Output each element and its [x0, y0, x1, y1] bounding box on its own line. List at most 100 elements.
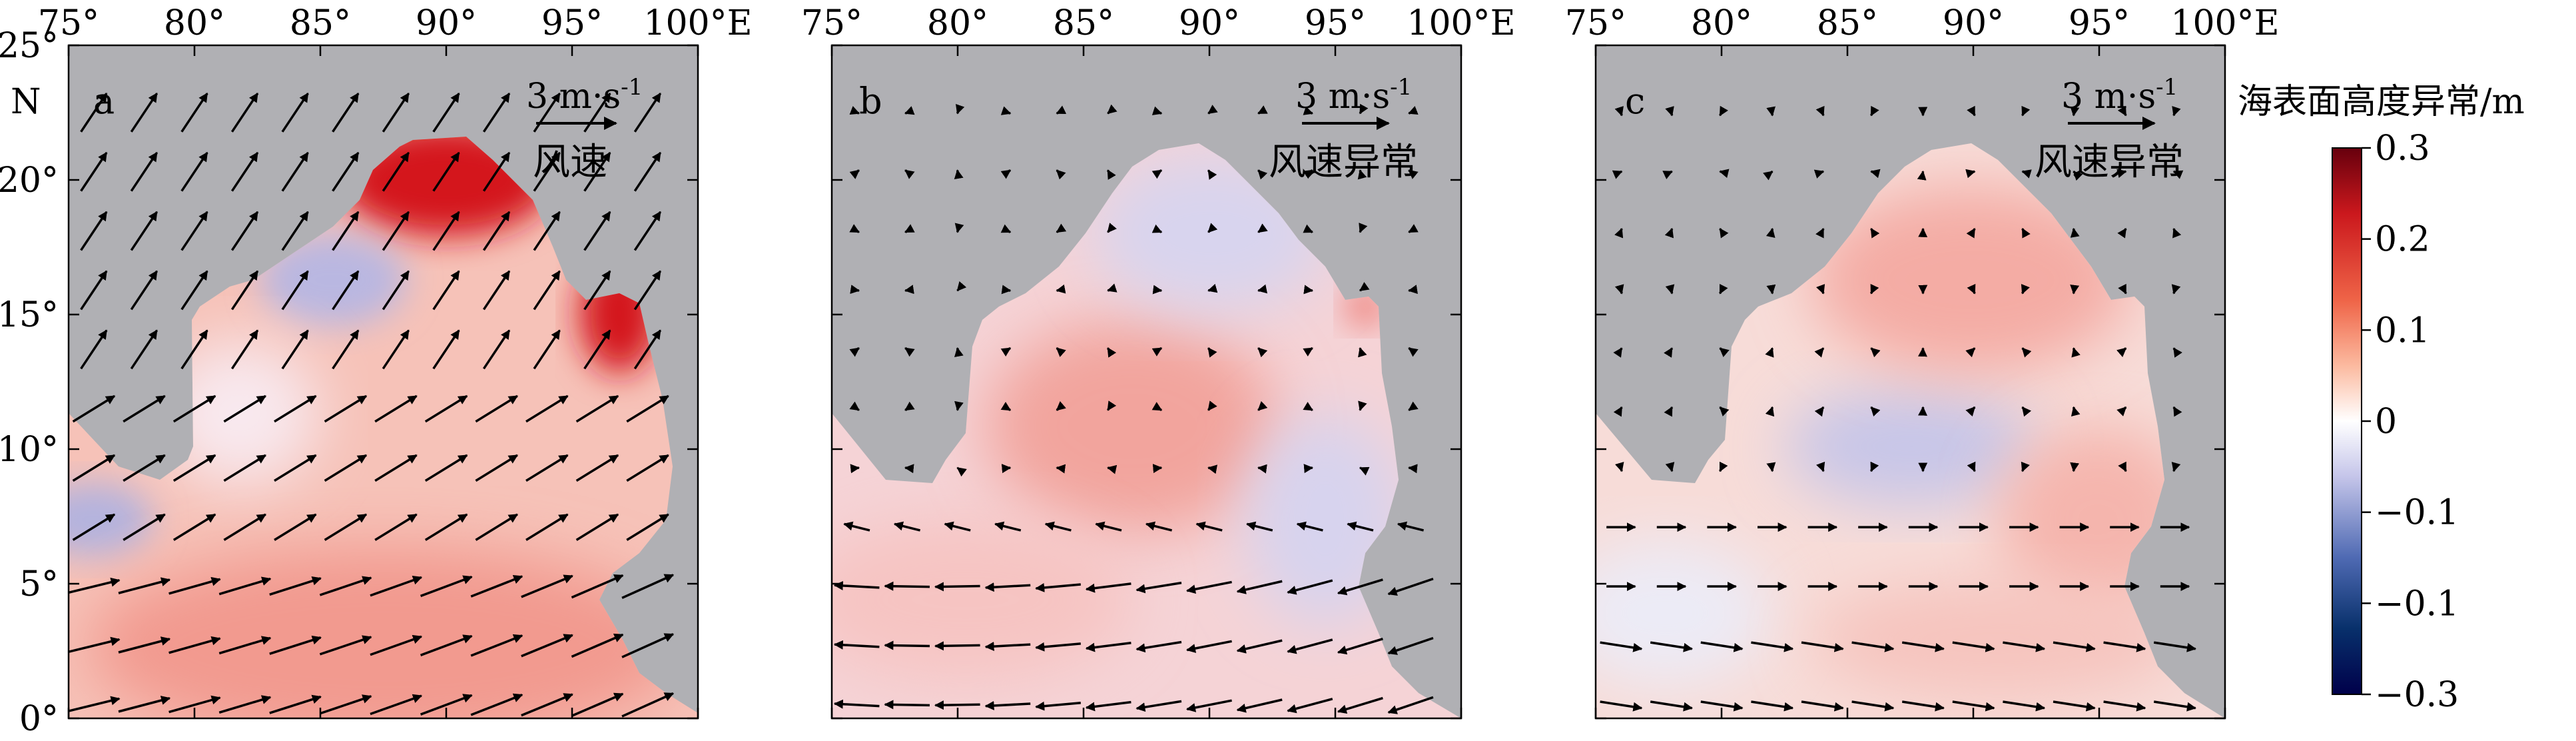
wind-vector: [934, 700, 980, 710]
wind-vector: [432, 270, 460, 311]
wind-vector: [1815, 284, 1825, 295]
wind-vector: [1095, 521, 1122, 532]
wind-vector: [475, 394, 518, 423]
wind-vector: [1207, 169, 1217, 180]
wind-vector: [1151, 402, 1163, 412]
wind-vector: [1965, 169, 1976, 179]
wind-vector: [833, 640, 880, 650]
wind-vector: [1397, 521, 1425, 532]
wind-vector: [1257, 223, 1268, 233]
wind-vector: [2118, 461, 2127, 472]
panel-b: 3 m·s-1 风速异常 b 75° 80° 85° 90° 95° 100°E: [801, 3, 1516, 720]
wind-vector: [1207, 347, 1217, 358]
wind-vector: [281, 211, 309, 251]
wind-vector: [382, 93, 410, 133]
wind-vector: [1870, 283, 1879, 295]
wind-vector: [2070, 106, 2080, 117]
wind-vector: [1236, 580, 1283, 594]
wind-vector: [1000, 224, 1012, 233]
wind-vector: [1870, 105, 1879, 117]
wind-vector: [621, 574, 675, 599]
wind-vector: [2003, 641, 2046, 652]
panel-a-reference-vector: 3 m·s-1 风速: [526, 74, 643, 184]
wind-vector: [2116, 347, 2127, 358]
wind-vector: [1751, 641, 1794, 652]
wind-vector: [1186, 580, 1232, 594]
wind-vector: [904, 106, 915, 115]
wind-vector: [374, 454, 418, 482]
wind-vector: [123, 513, 166, 541]
panel-a-ref-value: 3 m·s-1: [526, 74, 643, 117]
wind-vector: [2171, 461, 2181, 472]
wind-vector: [1151, 347, 1163, 357]
colorbar: 海表面高度异常/m 0.3 0.2 0.1 0 −0.1 −0.1 −0.3: [2238, 82, 2525, 715]
colorbar-tick-label: −0.1: [2375, 493, 2459, 533]
y-tick-label: 0°: [19, 699, 59, 739]
wind-vector: [984, 700, 1031, 710]
wind-vector: [172, 513, 216, 541]
wind-vector: [180, 211, 208, 251]
x-tick-label: 80°: [164, 3, 225, 43]
wind-vector: [1664, 227, 1674, 239]
wind-vector: [332, 211, 360, 251]
wind-vector: [168, 695, 221, 714]
wind-vector: [521, 634, 573, 658]
x-tick-label: 100°E: [643, 3, 752, 43]
wind-vector: [424, 454, 468, 482]
wind-vector: [583, 151, 611, 192]
wind-vector: [833, 580, 880, 590]
wind-vector: [621, 692, 675, 718]
wind-vector: [1766, 106, 1776, 117]
wind-vector: [424, 513, 468, 541]
wind-vector: [849, 224, 860, 233]
wind-vector: [67, 577, 121, 594]
panel-c-frame: [1594, 44, 2226, 720]
wind-vector: [626, 394, 669, 423]
wind-vector: [521, 574, 573, 598]
wind-vector: [1387, 577, 1434, 596]
y-tick-label: 20°: [0, 161, 59, 201]
wind-vector: [1337, 578, 1383, 596]
wind-vector: [1901, 700, 1945, 712]
wind-vector: [1044, 521, 1072, 532]
wind-vector: [168, 576, 221, 595]
wind-vector: [571, 692, 624, 717]
wind-vector: [1056, 105, 1067, 115]
wind-vector: [382, 270, 410, 311]
wind-vector: [1952, 700, 1995, 712]
wind-vector: [575, 513, 619, 541]
wind-vector: [1870, 406, 1881, 417]
wind-vector: [2070, 284, 2080, 295]
panel-c-reference-vector: 3 m·s-1 风速异常: [2035, 74, 2184, 184]
wind-vector: [332, 329, 360, 370]
wind-vector: [583, 93, 611, 133]
colorbar-tick-label: −0.1: [2375, 584, 2459, 624]
wind-vector: [1870, 169, 1881, 179]
wind-vector: [1107, 104, 1118, 115]
wind-vector: [1056, 284, 1066, 294]
x-tick-label: 90°: [416, 3, 477, 43]
wind-vector: [180, 151, 208, 192]
wind-vector: [1207, 105, 1218, 115]
panel-a-ticks: 75° 80° 85° 90° 95° 100°E 25° 20° 15° 10° 5° 0° N: [0, 3, 753, 739]
panel-a-wind-vectors: [67, 93, 675, 718]
wind-vector: [1085, 700, 1131, 712]
wind-vector: [324, 454, 368, 482]
wind-vector: [1650, 641, 1693, 652]
wind-vector: [1207, 283, 1218, 293]
wind-vector: [521, 693, 573, 717]
wind-vector: [1967, 105, 1976, 117]
wind-vector: [1665, 284, 1675, 295]
wind-vector: [1751, 700, 1794, 712]
wind-vector: [1145, 521, 1173, 532]
wind-vector: [1236, 698, 1283, 713]
wind-vector: [1967, 283, 1976, 295]
panel-c-ticks: 75° 80° 85° 90° 95° 100°E: [1565, 3, 2280, 720]
wind-vector: [2021, 105, 2031, 117]
wind-vector: [118, 577, 171, 594]
wind-vector: [2053, 641, 2096, 652]
x-tick-label: 95°: [1305, 3, 1366, 43]
wind-vector: [1236, 639, 1283, 654]
wind-vector: [2103, 700, 2146, 712]
wind-vector: [1766, 462, 1776, 472]
